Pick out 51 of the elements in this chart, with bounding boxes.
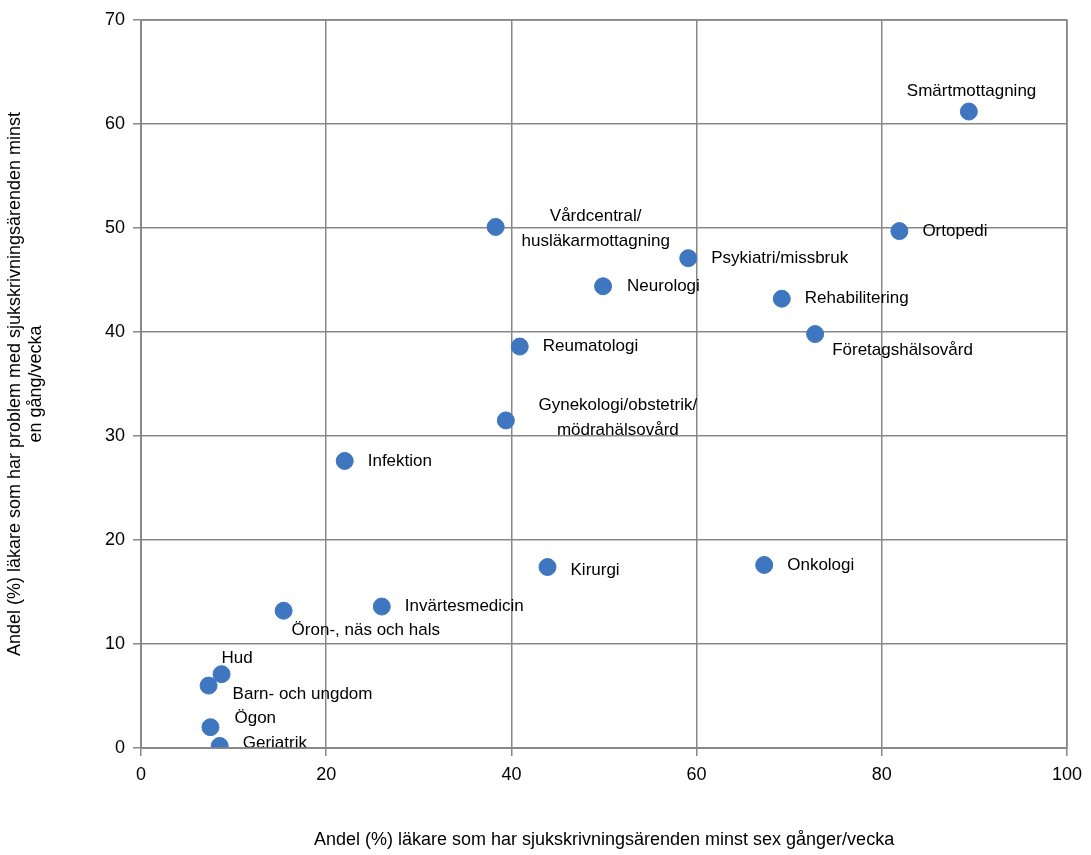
- y-tick-label: 40: [104, 320, 125, 341]
- point: [496, 411, 515, 430]
- point: [890, 222, 909, 241]
- point: [594, 277, 613, 296]
- point: [679, 249, 698, 268]
- annotation: Psykiatri/missbruk: [711, 247, 849, 267]
- annotation: Gynekologi/obstetrik/ mödrahälsovård: [538, 394, 698, 439]
- x-tick-label: 0: [135, 763, 147, 784]
- point: [806, 325, 825, 344]
- annotation: Geriatrik: [242, 732, 308, 752]
- annotation: Invärtesmedicin: [404, 596, 524, 616]
- annotation: Kirurgi: [570, 559, 620, 579]
- point: [212, 665, 231, 684]
- x-axis-title: Andel (%) läkare som har sjukskrivningsärenden minst sex gånger/vecka: [313, 829, 896, 850]
- annotation: Infektion: [367, 450, 432, 470]
- x-tick-label: 100: [1051, 763, 1083, 784]
- y-tick-label: 30: [104, 424, 125, 445]
- point: [755, 555, 774, 574]
- point: [199, 676, 218, 695]
- annotation: Ögon: [234, 707, 277, 727]
- annotation: Öron-, näs och hals: [291, 620, 440, 640]
- annotation: Barn- och ungdom: [232, 684, 373, 704]
- x-tick-label: 20: [316, 763, 337, 784]
- x-tick-label: 80: [871, 763, 892, 784]
- point: [772, 289, 791, 308]
- x-tick-label: 60: [686, 763, 707, 784]
- y-tick-label: 0: [114, 736, 125, 757]
- point: [959, 102, 978, 121]
- y-tick-label: 50: [104, 216, 125, 237]
- point: [335, 451, 354, 470]
- point: [486, 217, 505, 236]
- y-tick-label: 20: [104, 528, 125, 549]
- annotation: Ortopedi: [922, 220, 988, 240]
- point: [274, 601, 293, 620]
- annotation: Vårdcentral/ husläkarmottagning: [521, 206, 670, 251]
- annotation: Onkologi: [787, 554, 855, 574]
- annotation: Neurologi: [627, 275, 700, 295]
- x-tick-label: 40: [501, 763, 522, 784]
- y-tick-label: 60: [104, 112, 125, 133]
- y-tick-label: 10: [104, 632, 125, 653]
- point: [201, 718, 220, 737]
- point: [538, 558, 557, 577]
- annotation: Reumatologi: [542, 336, 639, 356]
- point: [510, 337, 529, 356]
- point: [372, 597, 391, 616]
- annotation: Hud: [221, 647, 253, 667]
- y-axis-title: Andel (%) läkare som har problem med sjukskrivningsärenden minst en gång/vecka: [3, 111, 46, 657]
- annotation: Rehabilitering: [804, 288, 909, 308]
- y-tick-label: 70: [104, 8, 125, 29]
- annotation: Smärtmottagning: [906, 81, 1037, 101]
- annotation: Företagshälsovård: [832, 339, 973, 359]
